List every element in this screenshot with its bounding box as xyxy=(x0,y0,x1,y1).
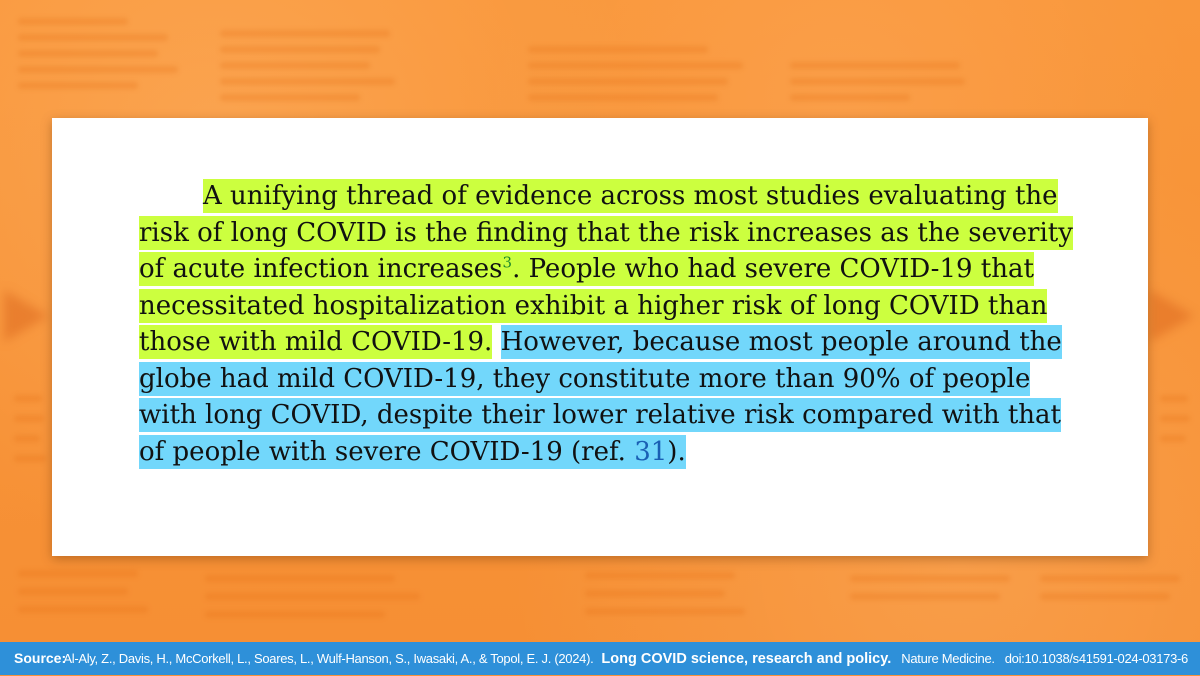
background-text-line xyxy=(18,18,128,25)
background-arrow-icon xyxy=(1150,290,1194,342)
citation: Al-Aly, Z., Davis, H., McCorkell, L., So… xyxy=(63,642,1188,676)
background-text-line xyxy=(850,575,1010,582)
background-text-line xyxy=(18,570,138,577)
background-text-line xyxy=(1160,395,1188,402)
background-arrow-icon xyxy=(4,290,48,342)
excerpt-blue-text: However, because most people around the … xyxy=(139,327,1062,467)
reference-3-link[interactable]: 3 xyxy=(502,253,513,272)
citation-doi: doi:10.1038/s41591-024-03173-6 xyxy=(1004,651,1189,666)
background-text-line xyxy=(220,78,395,85)
background-text-line xyxy=(18,606,148,613)
background-text-line xyxy=(220,62,370,69)
source-label: Source: xyxy=(14,650,67,666)
background-text-line xyxy=(850,593,1000,600)
background-text-line xyxy=(1040,575,1180,582)
background-text-line xyxy=(14,395,42,402)
citation-title: Long COVID science, research and policy. xyxy=(601,651,892,667)
source-bar: Source: Al-Aly, Z., Davis, H., McCorkell… xyxy=(0,642,1200,675)
excerpt-green-text: A unifying thread of evidence across mos… xyxy=(139,181,1073,284)
background-text-line xyxy=(14,435,40,442)
background-text-line xyxy=(220,46,380,53)
background-text-line xyxy=(790,78,965,85)
background-text-line xyxy=(1160,415,1190,422)
excerpt-paragraph: A unifying thread of evidence across mos… xyxy=(139,178,1089,470)
background-text-line xyxy=(18,588,128,595)
background-text-line xyxy=(220,30,390,37)
background-text-line xyxy=(220,94,360,101)
background-text-line xyxy=(1040,593,1170,600)
background-text-line xyxy=(528,94,718,101)
background-text-line xyxy=(14,415,44,422)
background-text-line xyxy=(205,611,385,618)
background-text-line xyxy=(14,455,46,462)
background-text-line xyxy=(585,608,745,615)
background-text-line xyxy=(18,82,138,89)
background-text-line xyxy=(585,590,725,597)
citation-authors: Al-Aly, Z., Davis, H., McCorkell, L., So… xyxy=(63,651,594,666)
background-text-line xyxy=(1160,435,1186,442)
background-text-line xyxy=(18,66,178,73)
background-text-line xyxy=(585,572,735,579)
excerpt-blue-text-end: ). xyxy=(667,436,686,467)
background-text-line xyxy=(18,34,168,41)
reference-31-link[interactable]: 31 xyxy=(634,436,668,467)
background-text-line xyxy=(528,46,708,53)
citation-journal: Nature Medicine. xyxy=(901,651,995,666)
background-text-line xyxy=(205,575,395,582)
excerpt-green-text-end: . People who had severe COVID-19 that ne… xyxy=(139,254,1048,357)
background-text-line xyxy=(528,78,728,85)
background-text-line xyxy=(205,593,420,600)
background-text-line xyxy=(528,62,743,69)
background-text-line xyxy=(18,50,158,57)
background-text-line xyxy=(790,94,910,101)
background-text-line xyxy=(790,62,960,69)
